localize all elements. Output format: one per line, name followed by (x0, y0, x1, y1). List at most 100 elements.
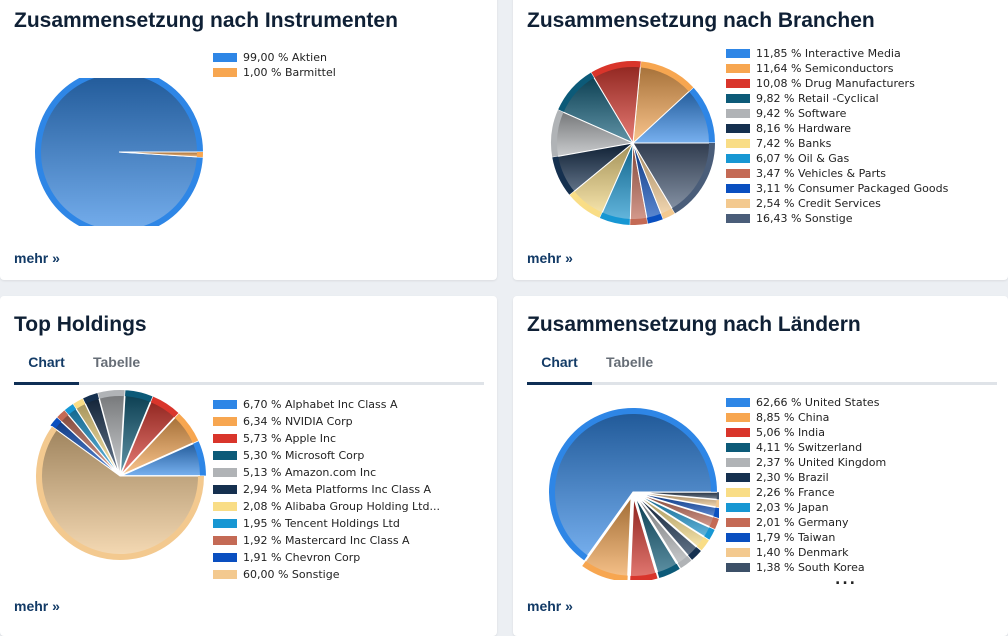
legend-label: 2,94 % Meta Platforms Inc Class A (243, 481, 431, 498)
legend-swatch (726, 214, 750, 223)
pie-slice-rim (712, 518, 716, 528)
tab-table[interactable]: Tabelle (606, 351, 653, 382)
legend-item: 5,73 % Apple Inc (213, 430, 440, 447)
legend-item: 1,00 % Barmittel (213, 65, 336, 80)
holdings-pie-chart (34, 376, 206, 578)
legend-label: 8,16 % Hardware (756, 121, 851, 136)
legend-label: 11,85 % Interactive Media (756, 46, 901, 61)
legend-item: 9,82 % Retail -Cyclical (726, 91, 948, 106)
legend-item: 2,08 % Alibaba Group Holding Ltd... (213, 498, 440, 515)
legend-label: 2,03 % Japan (756, 500, 829, 515)
legend-swatch (726, 548, 750, 557)
legend-label: 2,26 % France (756, 485, 835, 500)
pie-slice-rim (630, 221, 647, 222)
card-title: Zusammensetzung nach Ländern (527, 313, 861, 337)
legend-swatch (213, 468, 237, 477)
legend-label: 1,40 % Denmark (756, 545, 849, 560)
legend-item: 3,47 % Vehicles & Parts (726, 166, 948, 181)
legend-swatch (726, 413, 750, 422)
legend-item: 5,06 % India (726, 425, 886, 440)
legend-item: 3,11 % Consumer Packaged Goods (726, 181, 948, 196)
instruments-pie-chart (34, 78, 206, 226)
countries-tabs: Chart Tabelle (527, 351, 997, 385)
card-title: Top Holdings (14, 313, 147, 337)
legend-item: 5,30 % Microsoft Corp (213, 447, 440, 464)
more-link[interactable]: mehr » (527, 250, 573, 266)
more-items-ellipsis: ... (835, 572, 857, 588)
legend-swatch (213, 434, 237, 443)
legend-label: 2,54 % Credit Services (756, 196, 881, 211)
legend-label: 3,47 % Vehicles & Parts (756, 166, 886, 181)
legend-label: 9,82 % Retail -Cyclical (756, 91, 879, 106)
legend-swatch (726, 398, 750, 407)
legend-swatch (726, 169, 750, 178)
legend-swatch (213, 451, 237, 460)
tabs-underline (527, 382, 997, 385)
sectors-card: Zusammensetzung nach Branchen 11,85 % In… (513, 0, 1008, 280)
legend-label: 5,06 % India (756, 425, 825, 440)
pie-slice-rim (630, 576, 656, 579)
legend-label: 1,95 % Tencent Holdings Ltd (243, 515, 400, 532)
legend-item: 2,30 % Brazil (726, 470, 886, 485)
legend-item: 8,85 % China (726, 410, 886, 425)
legend-swatch (213, 485, 237, 494)
legend-item: 4,11 % Switzerland (726, 440, 886, 455)
legend-swatch (726, 124, 750, 133)
legend-label: 9,42 % Software (756, 106, 846, 121)
legend-item: 9,42 % Software (726, 106, 948, 121)
legend-label: 60,00 % Sonstige (243, 566, 339, 583)
more-link[interactable]: mehr » (14, 250, 60, 266)
legend-swatch (726, 443, 750, 452)
legend-swatch (213, 400, 237, 409)
legend-item: 6,70 % Alphabet Inc Class A (213, 396, 440, 413)
pie-slice-rim (99, 393, 125, 396)
legend-swatch (726, 79, 750, 88)
legend-swatch (726, 199, 750, 208)
legend-item: 2,37 % United Kingdom (726, 455, 886, 470)
legend-swatch (726, 109, 750, 118)
legend-swatch (726, 458, 750, 467)
legend-swatch (213, 417, 237, 426)
tab-chart[interactable]: Chart (14, 351, 79, 385)
sectors-pie-chart (547, 58, 719, 228)
more-link[interactable]: mehr » (527, 598, 573, 614)
legend-item: 2,94 % Meta Platforms Inc Class A (213, 481, 440, 498)
legend-label: 3,11 % Consumer Packaged Goods (756, 181, 948, 196)
legend-item: 2,01 % Germany (726, 515, 886, 530)
legend-item: 2,26 % France (726, 485, 886, 500)
legend-swatch (213, 502, 237, 511)
legend-swatch (726, 139, 750, 148)
legend-item: 1,40 % Denmark (726, 545, 886, 560)
legend-swatch (726, 154, 750, 163)
legend-swatch (726, 503, 750, 512)
countries-pie-chart (547, 400, 719, 580)
legend-label: 16,43 % Sonstige (756, 211, 852, 226)
legend-swatch (726, 473, 750, 482)
legend-item: 6,34 % NVIDIA Corp (213, 413, 440, 430)
legend-item: 6,07 % Oil & Gas (726, 151, 948, 166)
legend-item: 1,79 % Taiwan (726, 530, 886, 545)
legend-item: 1,38 % South Korea (726, 560, 886, 575)
more-link[interactable]: mehr » (14, 598, 60, 614)
legend-item: 2,54 % Credit Services (726, 196, 948, 211)
legend-label: 6,70 % Alphabet Inc Class A (243, 396, 398, 413)
legend-item: 2,03 % Japan (726, 500, 886, 515)
holdings-card: Top Holdings Chart Tabelle 6,70 % Alphab… (0, 296, 497, 636)
legend-label: 99,00 % Aktien (243, 50, 327, 65)
legend-label: 4,11 % Switzerland (756, 440, 862, 455)
legend-label: 6,07 % Oil & Gas (756, 151, 849, 166)
legend-swatch (726, 488, 750, 497)
legend-item: 10,08 % Drug Manufacturers (726, 76, 948, 91)
legend-label: 5,73 % Apple Inc (243, 430, 336, 447)
card-title: Zusammensetzung nach Branchen (527, 9, 875, 33)
legend-label: 5,30 % Microsoft Corp (243, 447, 364, 464)
tab-chart[interactable]: Chart (527, 351, 592, 385)
legend-label: 2,37 % United Kingdom (756, 455, 886, 470)
legend-label: 6,34 % NVIDIA Corp (243, 413, 353, 430)
legend-label: 1,91 % Chevron Corp (243, 549, 360, 566)
legend-label: 1,92 % Mastercard Inc Class A (243, 532, 410, 549)
legend-label: 2,01 % Germany (756, 515, 849, 530)
legend-label: 1,79 % Taiwan (756, 530, 835, 545)
